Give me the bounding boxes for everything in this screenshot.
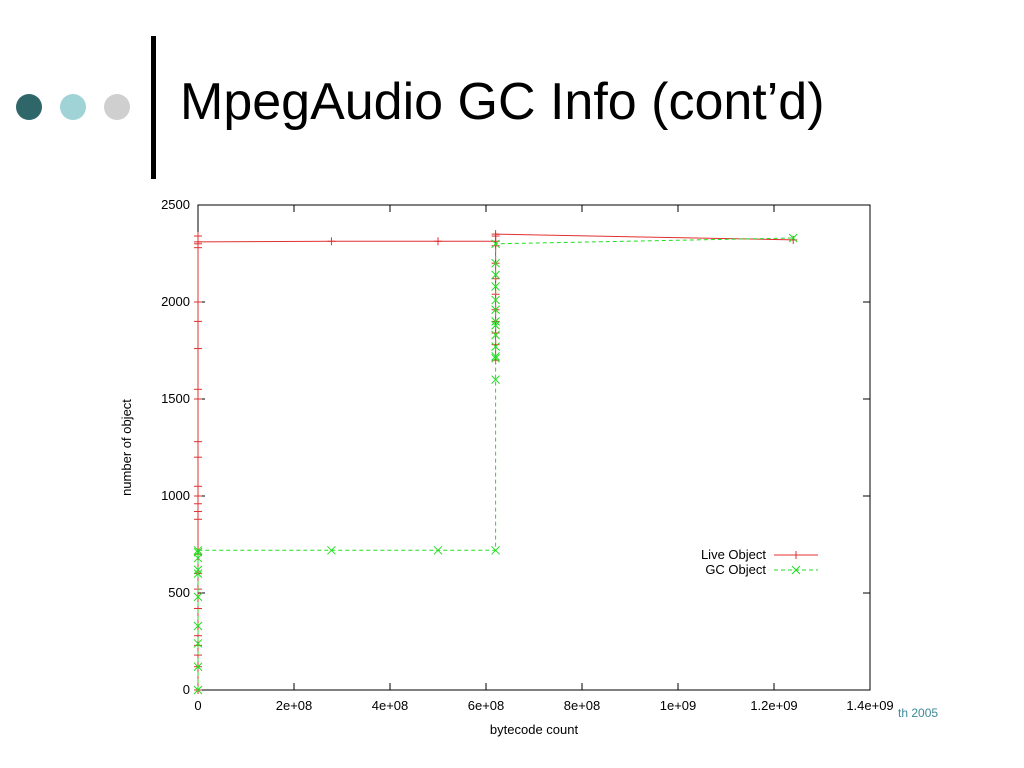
- data-point: [194, 482, 202, 491]
- data-point: [194, 344, 202, 353]
- data-point: [194, 437, 202, 446]
- y-tick-label: 2000: [161, 294, 190, 309]
- data-point: [491, 258, 500, 268]
- data-point: [194, 237, 202, 246]
- data-point: [194, 507, 202, 516]
- data-point: [194, 385, 202, 394]
- data-point: [193, 592, 203, 602]
- legend-marker: [792, 551, 800, 559]
- data-point: [327, 237, 336, 246]
- data-point: [491, 320, 500, 330]
- data-point: [194, 395, 202, 403]
- plot-frame: [197, 204, 871, 691]
- data-point: [193, 569, 203, 578]
- x-tick-label: 8e+08: [564, 698, 601, 713]
- data-point: [491, 317, 500, 326]
- dot-gray: [104, 94, 130, 120]
- legend-label: Live Object: [701, 547, 766, 562]
- data-point: [194, 453, 202, 462]
- y-tick-label: 1000: [161, 488, 190, 503]
- x-tick-label: 2e+08: [276, 698, 313, 713]
- data-point: [788, 233, 798, 243]
- data-point: [491, 353, 500, 363]
- series-line: [197, 237, 794, 690]
- data-point: [194, 499, 202, 508]
- data-point: [194, 317, 202, 326]
- x-axis-label: bytecode count: [490, 722, 579, 737]
- data-point: [193, 565, 203, 575]
- data-point: [491, 282, 500, 291]
- x-tick-label: 4e+08: [372, 698, 409, 713]
- data-point: [491, 330, 500, 340]
- data-point: [327, 545, 336, 555]
- data-point: [193, 662, 203, 672]
- data-point: [491, 342, 500, 351]
- x-tick-label: 6e+08: [468, 698, 505, 713]
- data-point: [193, 621, 203, 631]
- data-point: [491, 375, 500, 384]
- y-tick-label: 2500: [161, 197, 190, 212]
- data-point: [491, 241, 500, 250]
- x-tick-label: 1.4e+09: [846, 698, 893, 713]
- data-point: [491, 270, 500, 280]
- data-point: [491, 295, 500, 305]
- x-tick-label: 1.2e+09: [750, 698, 797, 713]
- y-tick-label: 0: [183, 682, 190, 697]
- data-point: [193, 685, 203, 695]
- dot-teal: [60, 94, 86, 120]
- data-point: [194, 515, 202, 524]
- series-gc-object: [193, 233, 798, 695]
- data-point: [193, 639, 203, 648]
- data-point: [194, 298, 202, 306]
- data-point: [193, 545, 203, 555]
- x-tick-label: 0: [194, 698, 201, 713]
- data-point: [433, 545, 443, 555]
- footer-text: th 2005: [898, 706, 939, 720]
- page-title: MpegAudio GC Info (cont’d): [180, 73, 825, 131]
- dot-dark: [16, 94, 42, 120]
- data-point: [491, 239, 500, 249]
- data-point: [491, 351, 500, 361]
- data-point: [491, 305, 500, 315]
- series-layer: [193, 230, 798, 695]
- data-point: [193, 547, 203, 557]
- y-axis-label: number of object: [119, 399, 134, 496]
- data-point: [789, 235, 798, 244]
- y-tick-label: 500: [168, 585, 190, 600]
- data-point: [434, 237, 442, 246]
- axis-ticks: 0 2e+08 4e+08 6e+08 8e+08 1e+09 1.2e+09 1.4e+09…: [161, 197, 894, 713]
- title-divider: [151, 36, 156, 179]
- y-tick-label: 1500: [161, 391, 190, 406]
- data-point: [491, 545, 500, 555]
- legend-marker: [791, 565, 801, 575]
- data-point: [194, 492, 202, 500]
- x-tick-label: 1e+09: [660, 698, 697, 713]
- legend-label: GC Object: [705, 562, 766, 577]
- data-point: [491, 230, 500, 239]
